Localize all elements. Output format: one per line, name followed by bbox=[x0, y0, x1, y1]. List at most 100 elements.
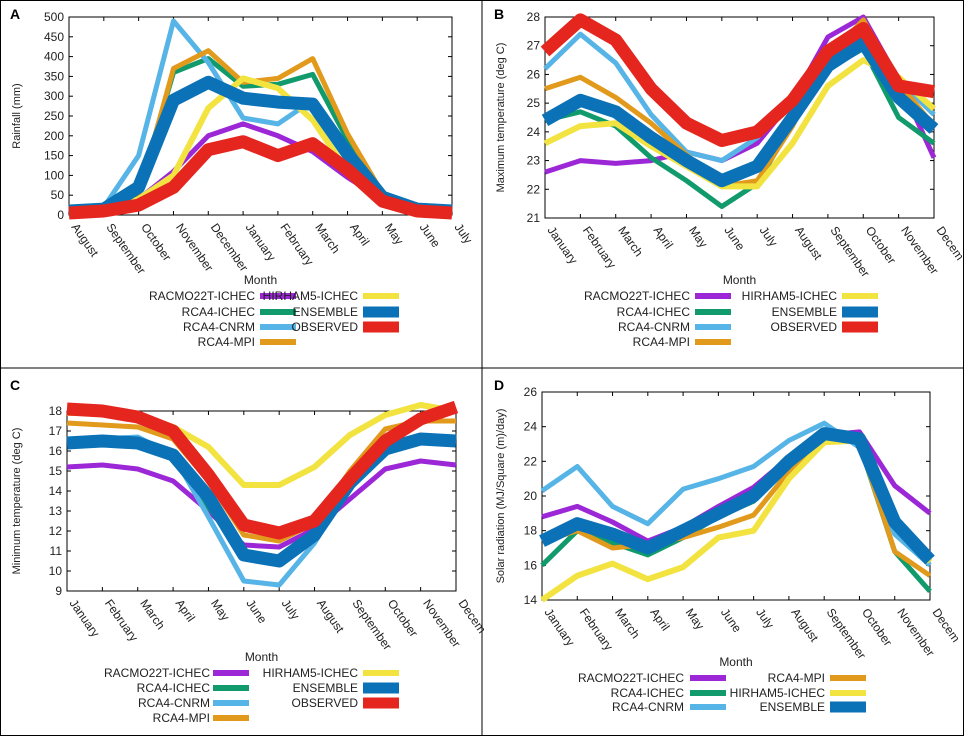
legend-item-hirham5-ichec: HIRHAM5-ICHEC bbox=[263, 289, 399, 303]
legend-item-rca4-mpi: RCA4-MPI bbox=[198, 335, 296, 349]
y-tick-label: 16 bbox=[524, 558, 538, 572]
legend-item-ensemble: ENSEMBLE bbox=[293, 305, 399, 319]
legend-label: OBSERVED bbox=[292, 320, 359, 334]
series-line-ensemble bbox=[66, 432, 457, 568]
legend-label: RCA4-ICHEC bbox=[617, 305, 691, 319]
y-tick-label: 16 bbox=[49, 444, 63, 458]
legend-item-observed: OBSERVED bbox=[771, 320, 878, 334]
series-line-observed bbox=[66, 400, 459, 540]
legend-label: RCA4-CNRM bbox=[183, 320, 255, 334]
legend-label: HIRHAM5-ICHEC bbox=[730, 686, 826, 700]
legend-label: HIRHAM5-ICHEC bbox=[263, 289, 359, 303]
legend-item-observed: OBSERVED bbox=[292, 320, 399, 334]
legend-item-rca4-cnrm: RCA4-CNRM bbox=[612, 700, 726, 714]
y-tick-label: 26 bbox=[524, 385, 538, 399]
legend-item-ensemble: ENSEMBLE bbox=[772, 305, 878, 319]
legend-label: OBSERVED bbox=[292, 696, 359, 710]
y-tick-label: 350 bbox=[44, 69, 64, 83]
legend-item-observed: OBSERVED bbox=[292, 696, 399, 710]
y-tick-label: 24 bbox=[527, 125, 541, 139]
y-axis-label: Rainfall (mm) bbox=[11, 83, 23, 148]
legend-label: RCA4-MPI bbox=[633, 335, 690, 349]
y-tick-label: 11 bbox=[50, 544, 63, 558]
legend-item-hirham5-ichec: HIRHAM5-ICHEC bbox=[730, 686, 866, 700]
legend-label: RCA4-MPI bbox=[198, 335, 255, 349]
y-tick-label: 12 bbox=[49, 524, 63, 538]
legend-label: RACMO22T-ICHEC bbox=[104, 666, 210, 680]
y-tick-label: 14 bbox=[524, 593, 538, 607]
legend-label: RCA4-MPI bbox=[768, 671, 825, 685]
legend-item-rca4-cnrm: RCA4-CNRM bbox=[183, 320, 296, 334]
y-tick-label: 24 bbox=[524, 420, 538, 434]
legend-item-rca4-mpi: RCA4-MPI bbox=[768, 671, 866, 685]
y-tick-label: 250 bbox=[44, 109, 64, 123]
legend-item-rca4-mpi: RCA4-MPI bbox=[153, 711, 249, 725]
y-tick-label: 14 bbox=[49, 484, 63, 498]
y-tick-label: 28 bbox=[527, 10, 541, 24]
legend-item-rca4-ichec: RCA4-ICHEC bbox=[611, 686, 726, 700]
series-line-ensemble bbox=[539, 427, 935, 565]
x-axis-label: Month bbox=[719, 655, 752, 669]
y-tick-label: 26 bbox=[527, 67, 541, 81]
legend-label: RACMO22T-ICHEC bbox=[584, 289, 690, 303]
panel-letter: A bbox=[10, 6, 20, 22]
legend-item-hirham5-ichec: HIRHAM5-ICHEC bbox=[742, 289, 878, 303]
series-line-observed bbox=[68, 135, 453, 220]
y-tick-label: 10 bbox=[49, 564, 63, 578]
legend-item-rca4-cnrm: RCA4-CNRM bbox=[618, 320, 731, 334]
series-line-observed bbox=[540, 13, 936, 147]
y-tick-label: 18 bbox=[524, 524, 538, 538]
legend-label: RACMO22T-ICHEC bbox=[578, 671, 684, 685]
series-line-racmo22t-ichec bbox=[66, 458, 457, 550]
y-tick-label: 20 bbox=[524, 489, 538, 503]
legend-label: ENSEMBLE bbox=[772, 305, 837, 319]
y-tick-label: 450 bbox=[44, 30, 64, 44]
x-axis-label: Month bbox=[244, 273, 277, 287]
y-tick-label: 50 bbox=[51, 188, 65, 202]
y-tick-label: 27 bbox=[527, 39, 541, 53]
legend-label: RCA4-CNRM bbox=[138, 696, 210, 710]
x-axis-label: Month bbox=[245, 650, 278, 664]
y-tick-label: 150 bbox=[44, 149, 64, 163]
y-tick-label: 15 bbox=[49, 464, 63, 478]
legend-item-rca4-mpi: RCA4-MPI bbox=[633, 335, 731, 349]
y-tick-label: 9 bbox=[55, 584, 62, 598]
legend-item-hirham5-ichec: HIRHAM5-ICHEC bbox=[263, 666, 399, 680]
legend-item-ensemble: ENSEMBLE bbox=[760, 700, 866, 714]
y-tick-label: 17 bbox=[49, 424, 63, 438]
y-tick-label: 22 bbox=[524, 454, 538, 468]
legend-item-rca4-ichec: RCA4-ICHEC bbox=[137, 681, 249, 695]
legend-label: ENSEMBLE bbox=[293, 305, 358, 319]
legend-item-ensemble: ENSEMBLE bbox=[293, 681, 399, 695]
panel-letter: B bbox=[494, 6, 504, 22]
y-tick-label: 23 bbox=[527, 154, 541, 168]
y-tick-label: 22 bbox=[527, 182, 541, 196]
series-line-rca4-mpi bbox=[66, 418, 456, 544]
legend-label: RCA4-ICHEC bbox=[611, 686, 685, 700]
y-tick-label: 100 bbox=[44, 168, 64, 182]
legend-item-rca4-ichec: RCA4-ICHEC bbox=[182, 305, 296, 319]
legend-label: RCA4-ICHEC bbox=[182, 305, 256, 319]
y-axis-label: Maximum temperature (deg C) bbox=[495, 43, 507, 193]
legend-item-rca4-cnrm: RCA4-CNRM bbox=[138, 696, 249, 710]
legend-item-racmo22t-ichec: RACMO22T-ICHEC bbox=[149, 289, 296, 303]
panel-letter: D bbox=[494, 377, 504, 393]
y-tick-label: 0 bbox=[57, 208, 64, 222]
legend-item-racmo22t-ichec: RACMO22T-ICHEC bbox=[578, 671, 726, 685]
y-tick-label: 13 bbox=[49, 504, 63, 518]
y-tick-label: 200 bbox=[44, 129, 64, 143]
y-tick-label: 400 bbox=[44, 50, 64, 64]
legend-label: ENSEMBLE bbox=[293, 681, 358, 695]
legend-item-racmo22t-ichec: RACMO22T-ICHEC bbox=[584, 289, 731, 303]
legend-label: ENSEMBLE bbox=[760, 700, 825, 714]
y-axis-label: Solar radiation (MJ/Square (m)/day) bbox=[495, 409, 507, 584]
legend-item-rca4-ichec: RCA4-ICHEC bbox=[617, 305, 731, 319]
y-axis-label: Minimum temperature (deg C) bbox=[11, 428, 23, 575]
y-tick-label: 21 bbox=[527, 211, 541, 225]
legend-label: HIRHAM5-ICHEC bbox=[742, 289, 838, 303]
series-line-ensemble bbox=[541, 36, 939, 188]
x-axis-label: Month bbox=[723, 273, 756, 287]
legend-item-racmo22t-ichec: RACMO22T-ICHEC bbox=[104, 666, 249, 680]
